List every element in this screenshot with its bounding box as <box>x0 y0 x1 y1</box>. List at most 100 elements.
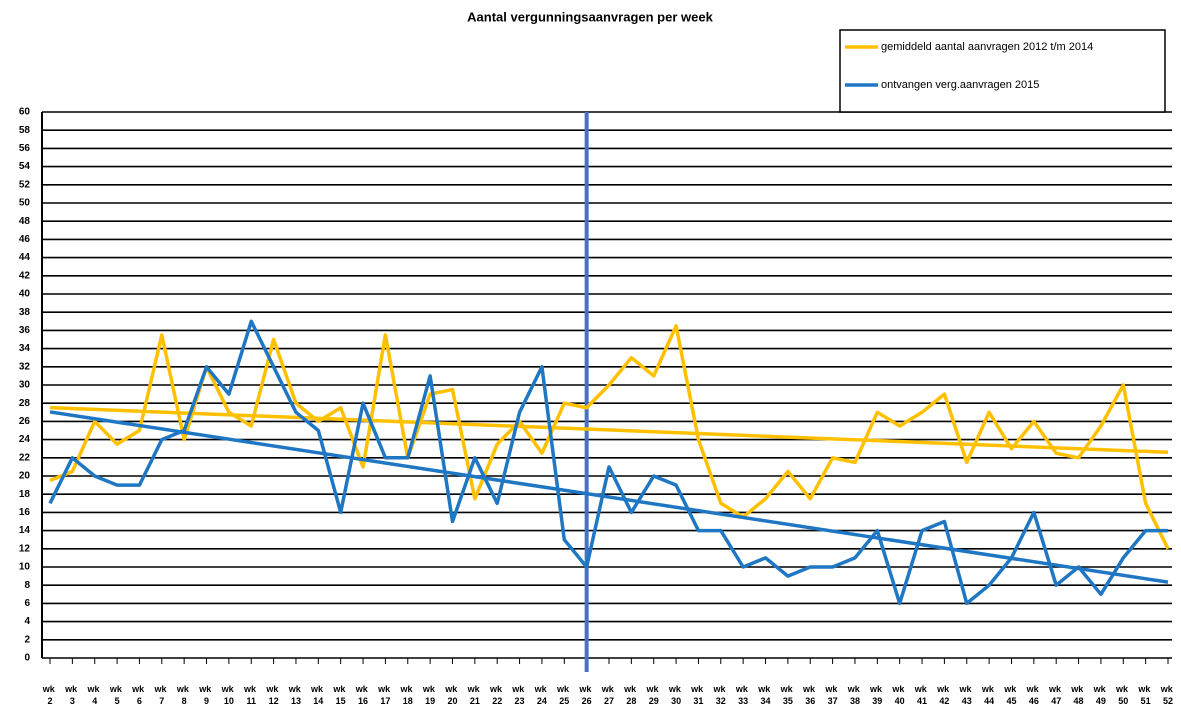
x-tick-label-part: 42 <box>939 696 949 706</box>
x-tick-label: wk 15 <box>332 684 348 706</box>
x-tick-label-part: wk <box>444 684 460 694</box>
x-tick-label-part: wk <box>154 684 170 694</box>
x-tick-label-part: 9 <box>204 696 209 706</box>
x-tick-label-part: 8 <box>182 696 187 706</box>
x-tick-label-part: wk <box>131 684 147 694</box>
x-tick-label: wk 35 <box>780 684 796 706</box>
x-tick-label-part: wk <box>422 684 438 694</box>
y-tick-label: 8 <box>24 580 30 591</box>
x-tick-label-part: 17 <box>380 696 390 706</box>
x-tick-label: wk 13 <box>288 684 304 706</box>
x-tick-label-part: 36 <box>805 696 815 706</box>
x-tick-label-part: wk <box>601 684 617 694</box>
x-tick-label: wk 46 <box>1026 684 1042 706</box>
x-tick-label-part: wk <box>668 684 684 694</box>
x-tick-label: wk 32 <box>713 684 729 706</box>
x-tick-label-part: wk <box>780 684 796 694</box>
x-tick-label: wk 16 <box>355 684 371 706</box>
y-tick-label: 24 <box>19 434 31 445</box>
x-tick-label: wk 34 <box>757 684 773 706</box>
x-tick-label-part: wk <box>1026 684 1042 694</box>
x-tick-label-part: wk <box>377 684 393 694</box>
x-tick-label-part: 33 <box>738 696 748 706</box>
x-tick-label: wk 48 <box>1070 684 1086 706</box>
x-tick-label-part: wk <box>1137 684 1153 694</box>
x-tick-label-part: wk <box>713 684 729 694</box>
x-tick-label: wk 38 <box>847 684 863 706</box>
y-tick-label: 30 <box>19 380 31 391</box>
x-tick-label-part: 4 <box>92 696 97 706</box>
x-tick-label-part: wk <box>735 684 751 694</box>
x-tick-label-part: 6 <box>137 696 142 706</box>
x-tick-label: wk 47 <box>1048 684 1064 706</box>
x-tick-label-part: 16 <box>358 696 368 706</box>
y-tick-label: 36 <box>19 325 31 336</box>
x-tick-label: wk 30 <box>668 684 684 706</box>
x-tick-label-part: wk <box>802 684 818 694</box>
x-tick-label-part: wk <box>891 684 907 694</box>
x-tick-label-part: 34 <box>761 696 771 706</box>
x-tick-label-part: wk <box>467 684 483 694</box>
x-tick-label-part: wk <box>355 684 371 694</box>
x-tick-label-part: 13 <box>291 696 301 706</box>
x-tick-label-part: 47 <box>1051 696 1061 706</box>
y-tick-label: 40 <box>19 289 31 300</box>
x-tick-label: wk 5 <box>109 684 125 706</box>
y-tick-label: 42 <box>19 270 31 281</box>
x-tick-label-part: 22 <box>492 696 502 706</box>
x-tick-label-part: wk <box>578 684 594 694</box>
x-tick-label-part: wk <box>869 684 885 694</box>
x-tick-label: wk 21 <box>467 684 483 706</box>
y-tick-label: 22 <box>19 452 31 463</box>
x-tick-label-part: 14 <box>313 696 323 706</box>
y-tick-label: 10 <box>19 562 31 573</box>
x-tick-label-part: 20 <box>447 696 457 706</box>
y-tick-label: 50 <box>19 198 31 209</box>
x-tick-label-part: wk <box>176 684 192 694</box>
x-tick-label: wk 27 <box>601 684 617 706</box>
x-tick-label-part: 35 <box>783 696 793 706</box>
series-line <box>48 319 1168 606</box>
y-tick-label: 16 <box>19 507 31 518</box>
x-tick-label-part: 31 <box>693 696 703 706</box>
x-tick-label-part: 3 <box>70 696 75 706</box>
y-tick-label: 54 <box>19 161 31 172</box>
y-tick-label: 20 <box>19 471 31 482</box>
x-tick-label-part: 29 <box>649 696 659 706</box>
y-tick-label: 38 <box>19 307 31 318</box>
x-tick-label: wk 51 <box>1137 684 1153 706</box>
x-tick-label-part: 51 <box>1141 696 1151 706</box>
legend-box <box>839 29 1166 113</box>
x-tick-label: wk 36 <box>802 684 818 706</box>
x-tick-label-part: 41 <box>917 696 927 706</box>
x-tick-label: wk 22 <box>489 684 505 706</box>
x-tick-label-part: wk <box>556 684 572 694</box>
x-tick-label-part: 11 <box>246 696 256 706</box>
x-tick-label: wk 50 <box>1115 684 1131 706</box>
x-tick-label-part: wk <box>1093 684 1109 694</box>
x-tick-label-part: wk <box>847 684 863 694</box>
x-tick-label-part: 5 <box>115 696 120 706</box>
y-tick-label: 34 <box>19 343 31 354</box>
x-tick-label-part: 2 <box>47 696 52 706</box>
x-tick-label-part: wk <box>489 684 505 694</box>
x-tick-label-part: wk <box>1115 684 1131 694</box>
x-tick-label-part: wk <box>243 684 259 694</box>
x-tick-label-part: wk <box>400 684 416 694</box>
trend-line <box>49 405 1169 455</box>
x-tick-label: wk 19 <box>422 684 438 706</box>
y-tick-label: 56 <box>19 143 31 154</box>
x-tick-label-part: wk <box>959 684 975 694</box>
legend-label: gemiddeld aantal aanvragen 2012 t/m 2014 <box>881 41 1093 53</box>
y-tick-label: 26 <box>19 416 31 427</box>
y-tick-label: 32 <box>19 361 31 372</box>
x-tick-label-part: wk <box>914 684 930 694</box>
y-tick-label: 18 <box>19 489 31 500</box>
x-tick-label: wk 43 <box>959 684 975 706</box>
x-tick-label-part: wk <box>42 684 58 694</box>
x-tick-label-part: wk <box>1070 684 1086 694</box>
x-tick-label-part: wk <box>757 684 773 694</box>
x-tick-label: wk 23 <box>511 684 527 706</box>
y-tick-label: 14 <box>19 525 31 536</box>
x-tick-label-part: 27 <box>604 696 614 706</box>
